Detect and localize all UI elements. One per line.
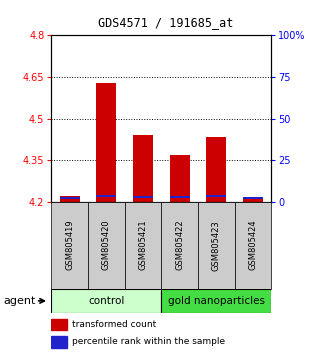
Text: GSM805420: GSM805420 bbox=[102, 220, 111, 270]
Bar bbox=[51, 202, 88, 289]
Bar bbox=[243, 199, 263, 202]
Text: control: control bbox=[88, 296, 124, 306]
Bar bbox=[60, 197, 80, 199]
Text: GSM805421: GSM805421 bbox=[138, 220, 148, 270]
Bar bbox=[169, 155, 190, 202]
Bar bbox=[51, 319, 67, 330]
Text: agent: agent bbox=[3, 296, 36, 306]
Text: GSM805424: GSM805424 bbox=[249, 220, 258, 270]
Bar bbox=[161, 289, 271, 313]
Bar bbox=[96, 82, 117, 202]
Bar bbox=[133, 196, 153, 198]
Text: GSM805419: GSM805419 bbox=[65, 220, 74, 270]
Bar bbox=[60, 196, 80, 202]
Text: percentile rank within the sample: percentile rank within the sample bbox=[72, 337, 225, 347]
Bar bbox=[88, 202, 125, 289]
Bar bbox=[133, 135, 153, 202]
Bar bbox=[169, 196, 190, 198]
Bar bbox=[243, 197, 263, 199]
Bar bbox=[198, 202, 235, 289]
Text: GSM805422: GSM805422 bbox=[175, 220, 184, 270]
Bar bbox=[51, 289, 161, 313]
Bar bbox=[96, 195, 117, 197]
Bar bbox=[125, 202, 161, 289]
Text: GSM805423: GSM805423 bbox=[212, 220, 221, 270]
Bar bbox=[51, 336, 67, 348]
Bar bbox=[206, 137, 226, 202]
Bar bbox=[161, 202, 198, 289]
Text: GDS4571 / 191685_at: GDS4571 / 191685_at bbox=[98, 16, 233, 29]
Text: gold nanoparticles: gold nanoparticles bbox=[168, 296, 265, 306]
Text: transformed count: transformed count bbox=[72, 320, 157, 329]
Bar bbox=[235, 202, 271, 289]
Bar bbox=[206, 195, 226, 197]
